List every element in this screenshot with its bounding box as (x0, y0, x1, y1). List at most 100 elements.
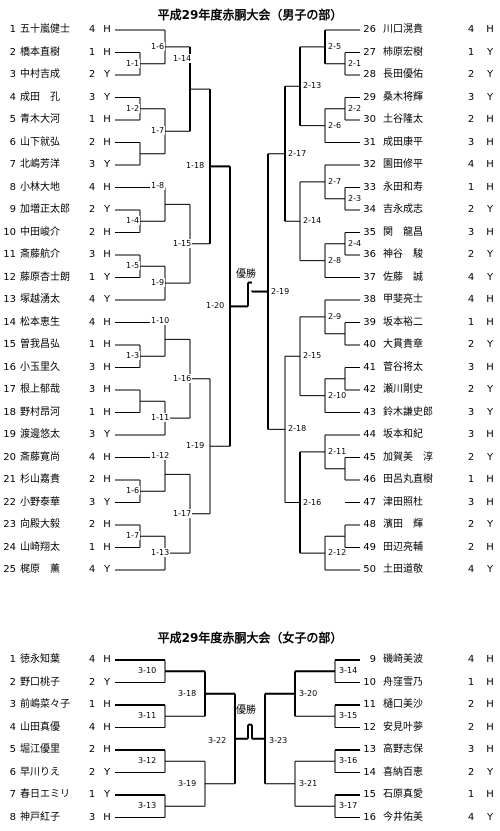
player-name: 喜納百恵 (383, 766, 423, 778)
player-number: 38 (363, 294, 376, 305)
player-number: 19 (3, 429, 16, 440)
player-number: 36 (363, 249, 376, 260)
player-name: 加増正太郎 (20, 204, 70, 215)
player-name: 園田修平 (383, 159, 423, 170)
player-grade: 3 (467, 226, 475, 238)
player-row: 35 関 龍昌 3 H (360, 225, 500, 241)
player-row: 6 山下就弘 2 H (0, 135, 230, 151)
player-number: 10 (363, 676, 376, 688)
player-row: 10 舟窪雪乃 1 H (360, 675, 500, 691)
player-group: H (103, 226, 111, 238)
player-number: 9 (369, 654, 376, 665)
player-group: Y (103, 429, 111, 440)
player-row: 16 小玉里久 3 H (0, 360, 230, 376)
player-grade: 2 (467, 384, 475, 395)
player-group: H (486, 496, 494, 508)
player-name: 藤原杏士朗 (20, 271, 70, 283)
player-name: 坂本裕二 (383, 316, 423, 328)
player-group: H (486, 541, 494, 553)
player-name: 鈴木謙史郎 (383, 406, 433, 418)
player-name: 前嶋菜々子 (20, 699, 70, 710)
match-label: 1-6 (150, 41, 166, 51)
match-label: 3-13 (137, 801, 158, 811)
player-group: H (486, 789, 494, 800)
player-grade: 1 (88, 46, 96, 58)
player-number: 1 (9, 24, 16, 35)
girls-title: 平成29年度赤胴大会（女子の部） (157, 631, 343, 645)
player-name: 塚越湧太 (20, 294, 60, 305)
player-group: H (103, 339, 111, 350)
player-number: 21 (3, 474, 16, 485)
player-number: 22 (3, 496, 16, 508)
player-group: H (103, 316, 111, 328)
player-number: 40 (363, 339, 376, 350)
player-number: 42 (363, 384, 376, 395)
player-name: 春日エミリ (20, 789, 70, 800)
player-name: 小林大地 (20, 181, 60, 193)
player-grade: 2 (467, 766, 475, 778)
player-grade: 1 (88, 699, 96, 710)
player-number: 46 (363, 474, 376, 485)
player-group: H (103, 744, 111, 755)
player-number: 7 (9, 159, 16, 170)
player-number: 31 (363, 136, 376, 148)
match-label: 1-1 (125, 58, 141, 68)
player-row: 26 川口滉貴 4 H (360, 22, 500, 38)
player-grade: 3 (467, 136, 475, 148)
player-name: 杉山嘉貴 (20, 474, 60, 485)
match-label: 2-4 (347, 238, 363, 248)
player-number: 49 (363, 541, 376, 553)
player-row: 34 吉永成志 2 Y (360, 202, 500, 218)
player-row: 3 中村吉成 2 Y (0, 67, 230, 83)
player-name: 山崎翔太 (20, 541, 60, 553)
match-label: 1-7 (150, 126, 166, 136)
player-number: 12 (363, 721, 376, 733)
player-number: 26 (363, 24, 376, 35)
match-label: 2-15 (302, 351, 323, 361)
player-grade: 2 (467, 721, 475, 733)
player-number: 8 (9, 811, 16, 823)
player-grade: 1 (88, 114, 96, 125)
player-grade: 2 (467, 699, 475, 710)
player-group: Y (103, 271, 111, 283)
player-grade: 3 (467, 496, 475, 508)
player-row: 17 根上郁哉 3 H (0, 382, 230, 398)
player-grade: 3 (88, 361, 96, 373)
player-name: 斎藤寛尚 (20, 451, 60, 463)
player-group: H (103, 721, 111, 733)
player-group: H (103, 136, 111, 148)
match-label: 1-20 (205, 301, 226, 311)
player-group: H (103, 24, 111, 35)
player-grade: 2 (88, 69, 96, 80)
match-label: 1-18 (185, 161, 206, 171)
player-name: 川口滉貴 (383, 24, 423, 35)
player-number: 25 (3, 564, 16, 575)
player-group: Y (103, 204, 111, 215)
player-grade: 1 (467, 474, 475, 485)
boys-winner-label: 優勝 (236, 268, 256, 280)
match-label: 3-14 (338, 666, 359, 676)
boys-title: 平成29年度赤胴大会（男子の部） (157, 8, 343, 22)
player-row: 24 山崎翔太 1 H (0, 540, 230, 556)
player-grade: 2 (467, 114, 475, 125)
player-name: 土谷隆太 (383, 114, 423, 125)
match-label: 1-8 (150, 180, 166, 190)
player-grade: 3 (467, 91, 475, 103)
player-number: 20 (3, 451, 16, 463)
player-number: 4 (9, 91, 16, 103)
player-grade: 3 (467, 361, 475, 373)
player-row: 8 神戸紅子 3 H (0, 810, 230, 826)
player-grade: 3 (88, 811, 96, 823)
player-group: H (103, 654, 111, 665)
player-grade: 1 (467, 46, 475, 58)
player-grade: 2 (467, 519, 475, 530)
player-grade: 4 (88, 24, 96, 35)
player-number: 15 (363, 789, 376, 800)
player-name: 渡邊悠太 (20, 429, 60, 440)
player-name: 田辺亮輔 (383, 541, 423, 553)
player-name: 菅谷将太 (383, 361, 423, 373)
player-row: 5 青木大河 1 H (0, 112, 230, 128)
player-number: 8 (9, 181, 16, 193)
player-row: 10 中田峻介 2 H (0, 225, 230, 241)
